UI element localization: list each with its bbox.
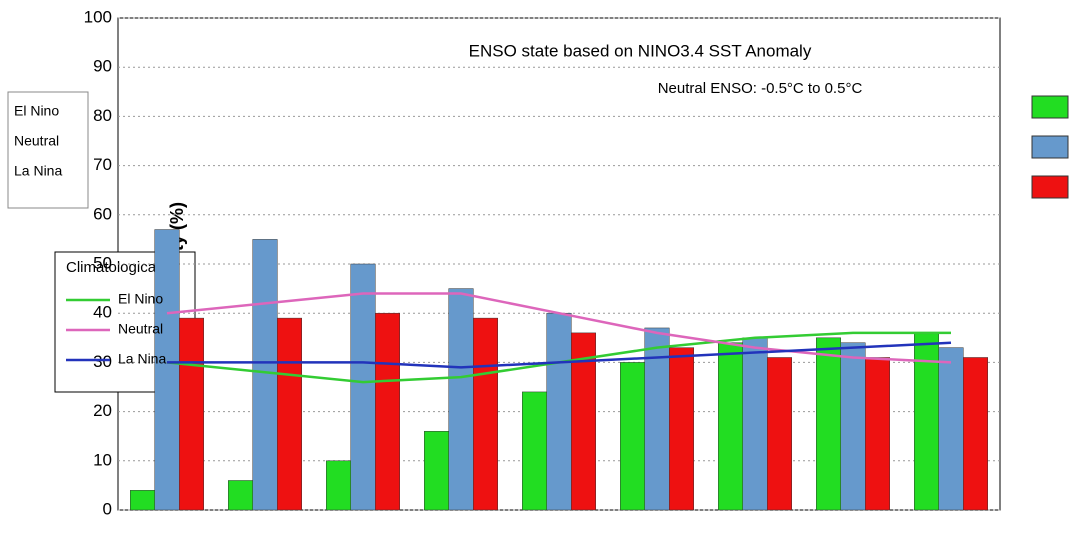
legend-label: El Nino (14, 103, 59, 119)
legend-label: La Nina (118, 351, 166, 367)
bar (448, 288, 474, 511)
y-tick-label: 90 (93, 57, 112, 76)
bar (865, 357, 890, 511)
y-tick-label: 30 (93, 352, 112, 371)
bar (130, 490, 155, 511)
bar (473, 317, 498, 511)
bar (546, 312, 572, 511)
bar (620, 362, 645, 511)
climatology-line (166, 292, 952, 364)
y-tick-label: 40 (93, 303, 112, 322)
bar (963, 357, 988, 511)
y-tick-label: 50 (93, 253, 112, 272)
y-tick-label: 80 (93, 106, 112, 125)
legend-label: Neutral (14, 133, 59, 149)
legend-label: La Nina (14, 163, 62, 179)
bar (669, 347, 694, 511)
chart-subtitle: Neutral ENSO: -0.5°C to 0.5°C (658, 80, 863, 97)
bar (350, 263, 376, 511)
bar (742, 337, 768, 511)
legend-swatch (1031, 95, 1069, 119)
bar (228, 480, 253, 511)
y-tick-label: 10 (93, 450, 112, 469)
bar (767, 357, 792, 511)
bar (252, 239, 278, 511)
bar (326, 460, 351, 511)
bar (154, 229, 180, 511)
climatology-legend-title: Climatological (66, 259, 159, 276)
chart-title: ENSO state based on NINO3.4 SST Anomaly (469, 41, 812, 60)
bar (914, 332, 939, 511)
bar (179, 317, 204, 511)
y-tick-label: 0 (103, 499, 112, 518)
legend-label: El Nino (118, 291, 163, 307)
y-tick-label: 20 (93, 401, 112, 420)
bar (522, 391, 547, 511)
bar (840, 342, 866, 511)
legend-label: Neutral (118, 321, 163, 337)
bar (375, 312, 400, 511)
legend-swatch (1031, 135, 1069, 159)
legend-swatch (1031, 175, 1069, 199)
bar (424, 431, 449, 511)
bar (277, 317, 302, 511)
y-tick-label: 100 (84, 7, 112, 26)
y-tick-label: 70 (93, 155, 112, 174)
y-tick-label: 60 (93, 204, 112, 223)
legend-box (7, 91, 89, 209)
bar (816, 337, 841, 511)
bar (938, 347, 964, 511)
bar (718, 342, 743, 511)
bar (644, 327, 670, 511)
climatology-line (167, 341, 952, 369)
